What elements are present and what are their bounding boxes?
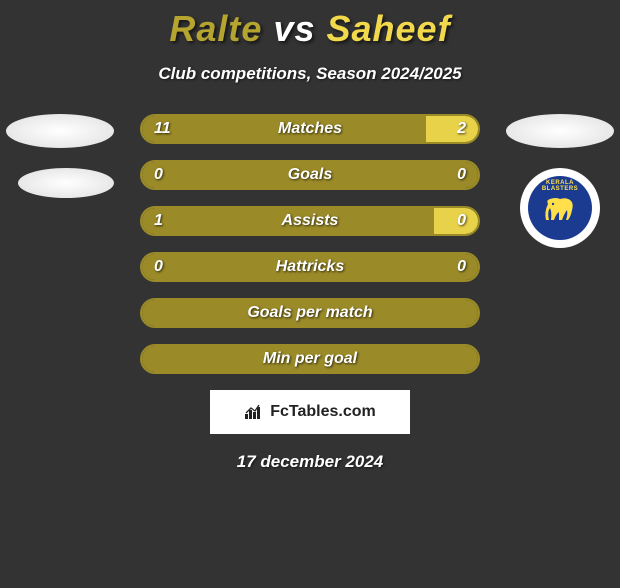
vs-text: vs — [273, 8, 315, 49]
player1-club-placeholder — [18, 168, 114, 198]
stat-label: Matches — [142, 116, 478, 142]
subtitle: Club competitions, Season 2024/2025 — [0, 64, 620, 84]
stat-value-right: 0 — [457, 162, 466, 188]
comparison-title: Ralte vs Saheef — [0, 8, 620, 50]
stat-label: Assists — [142, 208, 478, 234]
stat-bars: 11Matches20Goals01Assists00Hattricks0Goa… — [140, 114, 480, 374]
date-text: 17 december 2024 — [0, 452, 620, 472]
elephant-icon — [542, 196, 578, 226]
watermark: FcTables.com — [210, 390, 410, 434]
stat-label: Hattricks — [142, 254, 478, 280]
player1-avatar-placeholder — [6, 114, 114, 148]
player1-name: Ralte — [169, 8, 262, 49]
player2-avatar-placeholder — [506, 114, 614, 148]
stat-row: 0Hattricks0 — [140, 252, 480, 282]
stat-label: Goals — [142, 162, 478, 188]
left-avatar-column — [6, 114, 114, 218]
stat-row: Goals per match — [140, 298, 480, 328]
content-area: KERALA BLASTERS 11Matches20Goals01Assist… — [0, 114, 620, 374]
chart-icon — [244, 404, 266, 420]
stat-row: Min per goal — [140, 344, 480, 374]
stat-value-right: 0 — [457, 254, 466, 280]
watermark-text: FcTables.com — [270, 403, 376, 421]
stat-row: 11Matches2 — [140, 114, 480, 144]
right-avatar-column: KERALA BLASTERS — [506, 114, 614, 248]
stat-value-right: 0 — [457, 208, 466, 234]
stat-value-right: 2 — [457, 116, 466, 142]
stat-row: 1Assists0 — [140, 206, 480, 236]
stat-row: 0Goals0 — [140, 160, 480, 190]
player2-name: Saheef — [327, 8, 451, 49]
stat-label: Goals per match — [142, 300, 478, 326]
player2-club-badge: KERALA BLASTERS — [520, 168, 600, 248]
club-badge-inner: KERALA BLASTERS — [528, 176, 592, 240]
club-badge-text: KERALA BLASTERS — [528, 180, 592, 192]
stat-label: Min per goal — [142, 346, 478, 372]
